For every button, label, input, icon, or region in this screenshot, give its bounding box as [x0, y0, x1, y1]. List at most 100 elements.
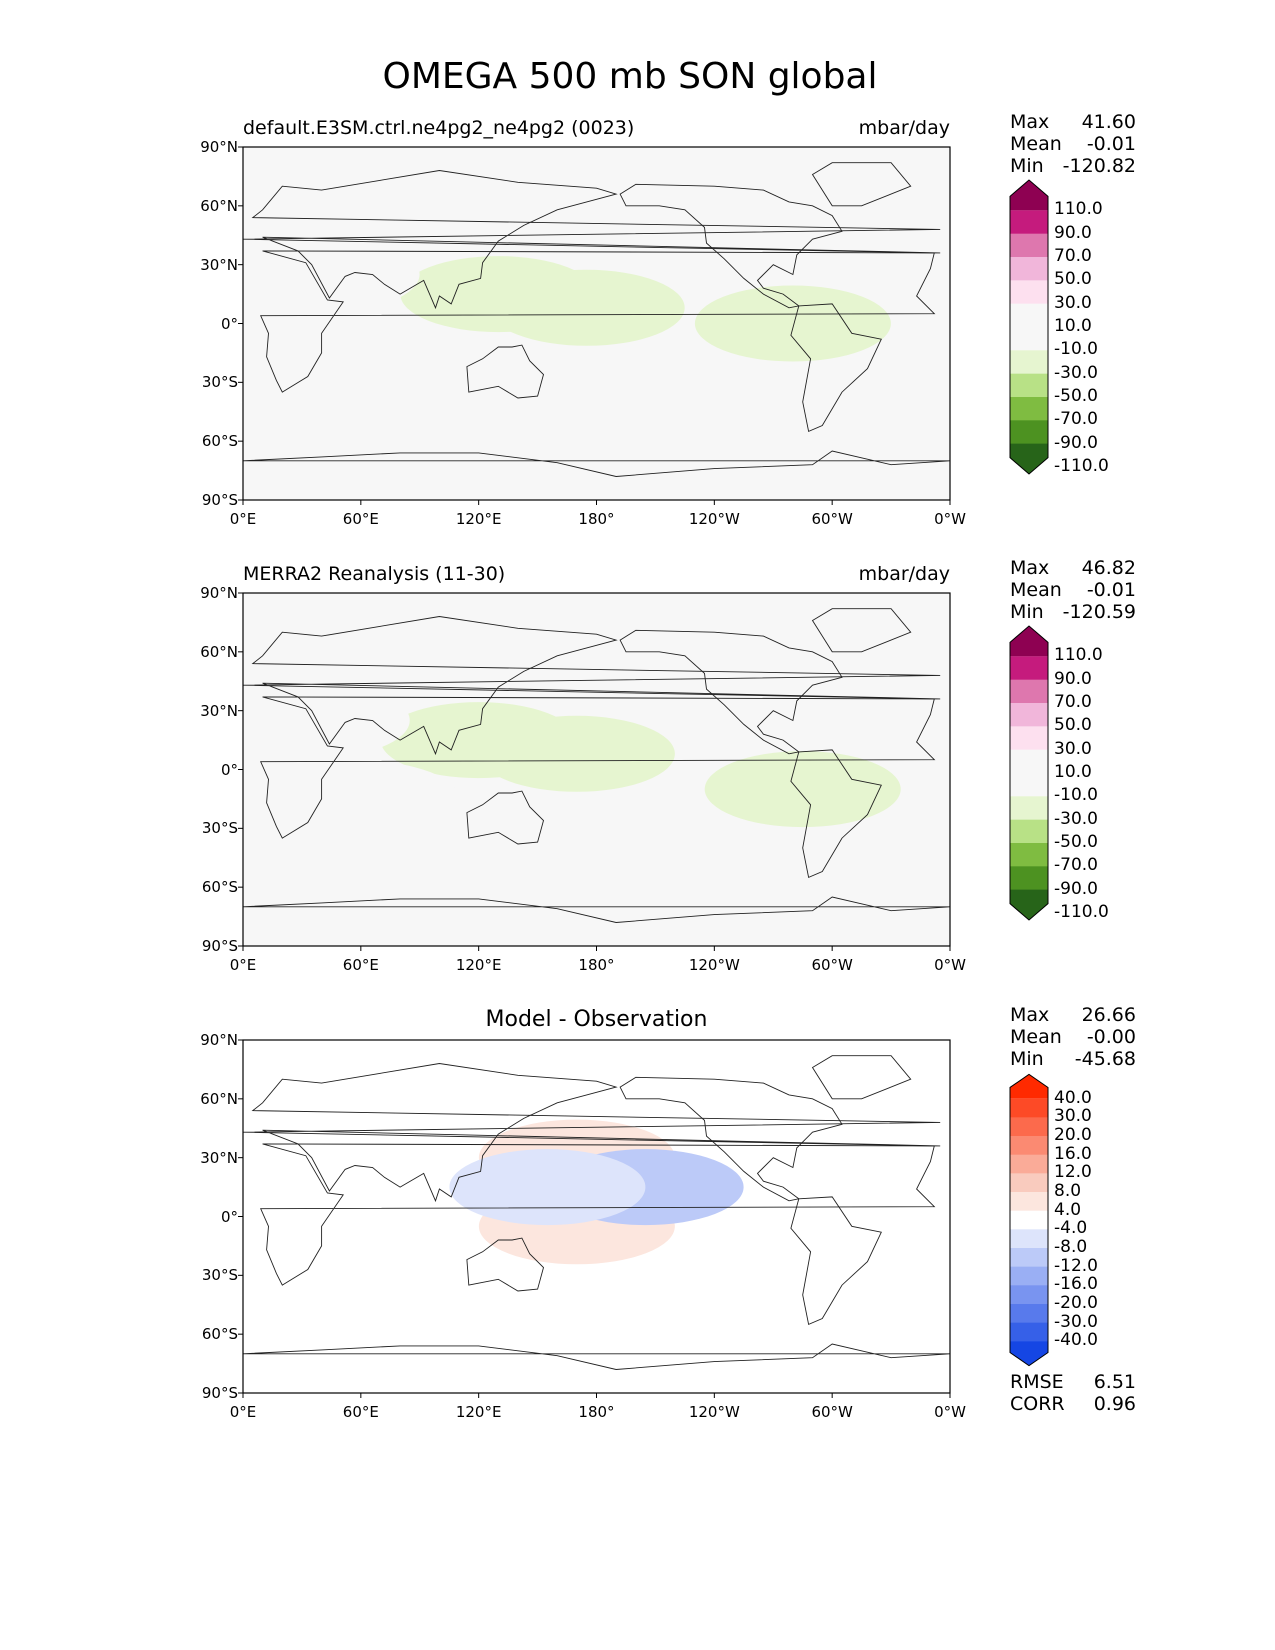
colorbar-segment — [1010, 303, 1048, 328]
stat-label: Mean — [1010, 579, 1062, 601]
coastline — [466, 790, 545, 845]
colorbar-outline — [1009, 1073, 1049, 1367]
field-contour — [522, 731, 631, 776]
field-contour — [446, 726, 511, 755]
colorbar-label: 70.0 — [1054, 692, 1092, 712]
field-contour — [257, 698, 366, 743]
map-frame — [242, 1039, 951, 1394]
field-contour — [569, 1157, 722, 1218]
field-contour — [444, 272, 553, 317]
field-contour — [726, 759, 879, 820]
colorbar-segment — [1010, 257, 1048, 281]
stat-row: Mean -0.01 — [1010, 133, 1136, 155]
colorbar-label: -50.0 — [1054, 832, 1098, 852]
colorbar-segment — [1010, 773, 1048, 797]
coastline — [243, 170, 941, 310]
lat-tick-label: 60°S — [201, 878, 238, 897]
colorbar-segment — [1010, 703, 1048, 727]
colorbar-segment — [1010, 397, 1048, 421]
field-contour — [554, 293, 619, 322]
colorbar-outline — [1009, 625, 1049, 921]
lat-tick-label: 90°S — [201, 937, 238, 955]
field-contour — [694, 285, 891, 362]
coastline — [243, 616, 941, 756]
colorbar-segment — [1010, 1136, 1048, 1156]
colorbar-label: -8.0 — [1054, 1237, 1088, 1257]
colorbar-segment — [1010, 280, 1048, 305]
colorbar-label: 50.0 — [1054, 269, 1092, 290]
colorbar-label: -90.0 — [1054, 878, 1098, 899]
lon-tick-label: 180° — [578, 956, 615, 974]
colorbar-segment — [1010, 726, 1048, 751]
coastline — [811, 608, 912, 653]
lat-tick-label: 90°N — [200, 138, 238, 156]
stat-row: Max 41.60 — [1010, 111, 1136, 133]
colorbar-label: 12.0 — [1054, 1162, 1092, 1183]
field-contour — [716, 293, 869, 354]
field-contour — [272, 314, 469, 391]
coastline — [790, 749, 882, 879]
stat-row: Max 46.82 — [1010, 557, 1136, 579]
field-contour — [544, 1212, 609, 1241]
stat-label: CORR — [1010, 1393, 1065, 1415]
colorbar-label: 30.0 — [1054, 1106, 1092, 1127]
lon-tick-label: 0°W — [934, 956, 966, 974]
field-contour — [493, 1165, 602, 1210]
lon-tick-label: 120°W — [688, 1403, 740, 1421]
field-contour — [478, 1119, 675, 1196]
field-contour — [466, 280, 531, 309]
field-contour — [544, 739, 609, 768]
colorbar-segment — [1010, 656, 1048, 681]
lon-tick-label: 60°E — [342, 956, 379, 974]
lat-tick-label: 30°N — [200, 255, 238, 274]
field-contour — [500, 1127, 653, 1188]
colorbar-label: -50.0 — [1054, 386, 1098, 406]
stat-label: Max — [1010, 1004, 1050, 1026]
colorbar-label: 90.0 — [1054, 222, 1092, 243]
field-contour — [245, 244, 398, 305]
colorbar-segment — [1010, 1285, 1048, 1305]
lon-tick-label: 120°W — [688, 510, 740, 528]
colorbar-segment — [1010, 626, 1048, 657]
field-contour — [400, 256, 597, 333]
field-contour — [269, 1163, 334, 1192]
coastline — [243, 896, 950, 923]
field-contour — [515, 1173, 580, 1202]
coastline — [243, 450, 950, 477]
lat-tick-label: 90°N — [200, 584, 238, 602]
panel-units: mbar/day — [858, 117, 950, 139]
field-contour — [500, 723, 653, 784]
field-contour — [424, 718, 533, 763]
field-contour — [478, 1188, 675, 1265]
lon-tick-label: 180° — [578, 510, 615, 528]
coastline — [243, 1343, 950, 1370]
colorbar-segment — [1010, 1098, 1048, 1118]
panel-stats: Max 26.66 Mean -0.00 Min -45.68 — [1010, 1004, 1136, 1070]
field-contour — [289, 260, 354, 289]
field-contour — [544, 1143, 609, 1172]
colorbar-label: 16.0 — [1054, 1143, 1092, 1164]
lon-tick-label: 120°E — [455, 956, 502, 974]
panel-error-stats: RMSE 6.51 CORR 0.96 — [1010, 1371, 1136, 1415]
colorbar-segment — [1010, 443, 1048, 474]
colorbar-segment — [1010, 420, 1048, 445]
colorbar-label: -10.0 — [1054, 785, 1098, 806]
field-contour — [738, 301, 847, 346]
coastline — [260, 250, 936, 393]
coastline — [790, 303, 882, 433]
colorbar-segment — [1010, 180, 1048, 211]
colorbar-segment — [1010, 749, 1048, 774]
field-contour — [243, 690, 388, 751]
panel-units: mbar/day — [858, 563, 950, 585]
panel-left-title: default.E3SM.ctrl.ne4pg2_ne4pg2 (0023) — [243, 117, 635, 139]
field-contour — [279, 706, 344, 735]
colorbar-segment — [1010, 889, 1048, 920]
coastline — [811, 1055, 912, 1100]
stat-row: Max 26.66 — [1010, 1004, 1136, 1026]
map-background — [243, 147, 950, 500]
stat-value: -120.82 — [1062, 155, 1136, 177]
stat-row: Mean -0.01 — [1010, 579, 1136, 601]
colorbar-segment — [1010, 866, 1048, 891]
colorbar-segment — [1010, 1074, 1048, 1099]
lon-tick-label: 0°E — [229, 510, 257, 528]
